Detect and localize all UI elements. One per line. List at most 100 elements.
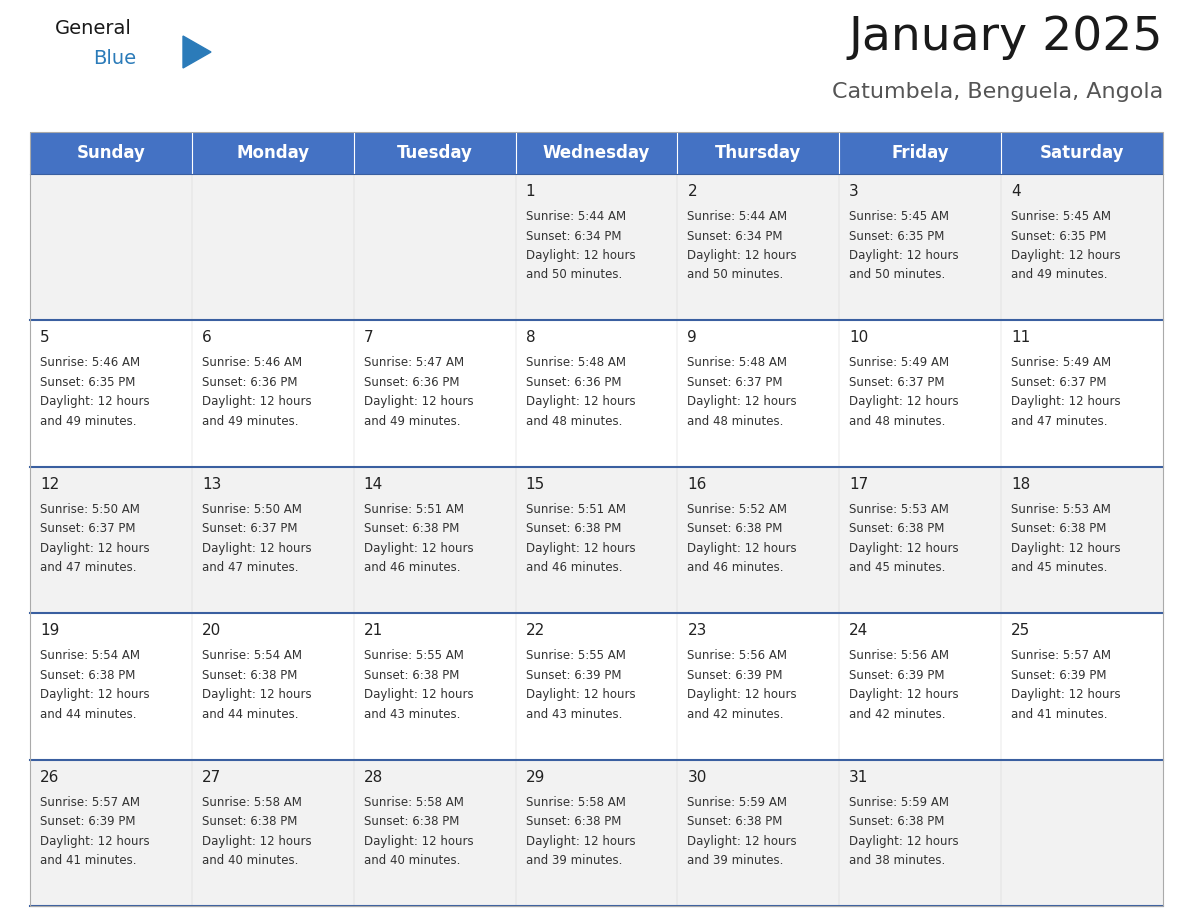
Text: 25: 25	[1011, 623, 1030, 638]
Bar	[516, 132, 677, 174]
Text: Sunset: 6:37 PM: Sunset: 6:37 PM	[202, 522, 297, 535]
Text: Sunset: 6:38 PM: Sunset: 6:38 PM	[202, 668, 297, 682]
Text: Daylight: 12 hours: Daylight: 12 hours	[364, 688, 473, 701]
Text: Sunset: 6:37 PM: Sunset: 6:37 PM	[1011, 375, 1107, 389]
Bar	[354, 174, 516, 320]
Text: and 49 minutes.: and 49 minutes.	[364, 415, 460, 428]
Text: Sunrise: 5:44 AM: Sunrise: 5:44 AM	[688, 210, 788, 223]
Bar	[516, 613, 677, 759]
Text: Tuesday: Tuesday	[397, 144, 473, 162]
Bar	[516, 320, 677, 466]
Bar	[1001, 174, 1163, 320]
Text: Daylight: 12 hours: Daylight: 12 hours	[849, 688, 959, 701]
Bar	[677, 759, 839, 906]
Bar	[677, 174, 839, 320]
Bar	[354, 759, 516, 906]
Text: Sunrise: 5:49 AM: Sunrise: 5:49 AM	[849, 356, 949, 369]
Bar	[191, 759, 354, 906]
Bar	[677, 320, 839, 466]
Text: Sunset: 6:38 PM: Sunset: 6:38 PM	[849, 522, 944, 535]
Text: Daylight: 12 hours: Daylight: 12 hours	[40, 542, 150, 554]
Text: Sunset: 6:38 PM: Sunset: 6:38 PM	[688, 815, 783, 828]
Text: Sunrise: 5:58 AM: Sunrise: 5:58 AM	[525, 796, 625, 809]
Bar	[30, 174, 191, 320]
Text: 24: 24	[849, 623, 868, 638]
Text: Sunrise: 5:56 AM: Sunrise: 5:56 AM	[688, 649, 788, 662]
Text: Sunset: 6:37 PM: Sunset: 6:37 PM	[849, 375, 944, 389]
Text: and 49 minutes.: and 49 minutes.	[1011, 268, 1107, 282]
Bar	[1001, 466, 1163, 613]
Text: Daylight: 12 hours: Daylight: 12 hours	[40, 688, 150, 701]
Text: Sunrise: 5:50 AM: Sunrise: 5:50 AM	[40, 503, 140, 516]
Text: and 42 minutes.: and 42 minutes.	[688, 708, 784, 721]
Text: Sunset: 6:35 PM: Sunset: 6:35 PM	[40, 375, 135, 389]
Text: and 48 minutes.: and 48 minutes.	[525, 415, 623, 428]
Text: 14: 14	[364, 476, 383, 492]
Bar	[354, 320, 516, 466]
Bar	[677, 132, 839, 174]
Text: Daylight: 12 hours: Daylight: 12 hours	[688, 688, 797, 701]
Text: Daylight: 12 hours: Daylight: 12 hours	[849, 396, 959, 409]
Text: Sunrise: 5:51 AM: Sunrise: 5:51 AM	[364, 503, 463, 516]
Text: 28: 28	[364, 769, 383, 785]
Text: Sunrise: 5:44 AM: Sunrise: 5:44 AM	[525, 210, 626, 223]
Text: Sunset: 6:38 PM: Sunset: 6:38 PM	[364, 815, 459, 828]
Text: Sunset: 6:36 PM: Sunset: 6:36 PM	[364, 375, 460, 389]
Text: and 38 minutes.: and 38 minutes.	[849, 854, 946, 868]
Bar	[191, 320, 354, 466]
Text: Catumbela, Benguela, Angola: Catumbela, Benguela, Angola	[832, 82, 1163, 102]
Bar	[839, 759, 1001, 906]
Text: 11: 11	[1011, 330, 1030, 345]
Text: 8: 8	[525, 330, 536, 345]
Text: and 50 minutes.: and 50 minutes.	[688, 268, 784, 282]
Text: Sunset: 6:38 PM: Sunset: 6:38 PM	[525, 815, 621, 828]
Text: Sunset: 6:37 PM: Sunset: 6:37 PM	[40, 522, 135, 535]
Bar	[191, 613, 354, 759]
Text: 10: 10	[849, 330, 868, 345]
Text: Sunrise: 5:52 AM: Sunrise: 5:52 AM	[688, 503, 788, 516]
Text: and 48 minutes.: and 48 minutes.	[688, 415, 784, 428]
Bar	[30, 132, 191, 174]
Bar	[839, 174, 1001, 320]
Text: and 46 minutes.: and 46 minutes.	[364, 561, 460, 575]
Text: and 47 minutes.: and 47 minutes.	[202, 561, 298, 575]
Text: 5: 5	[40, 330, 50, 345]
Text: and 41 minutes.: and 41 minutes.	[40, 854, 137, 868]
Text: Sunset: 6:34 PM: Sunset: 6:34 PM	[688, 230, 783, 242]
Text: and 49 minutes.: and 49 minutes.	[40, 415, 137, 428]
Text: Sunrise: 5:50 AM: Sunrise: 5:50 AM	[202, 503, 302, 516]
Bar	[839, 132, 1001, 174]
Text: Sunrise: 5:58 AM: Sunrise: 5:58 AM	[202, 796, 302, 809]
Text: Sunrise: 5:51 AM: Sunrise: 5:51 AM	[525, 503, 626, 516]
Text: Daylight: 12 hours: Daylight: 12 hours	[1011, 542, 1120, 554]
Text: Daylight: 12 hours: Daylight: 12 hours	[1011, 688, 1120, 701]
Text: and 40 minutes.: and 40 minutes.	[202, 854, 298, 868]
Text: and 39 minutes.: and 39 minutes.	[525, 854, 623, 868]
Text: Sunrise: 5:58 AM: Sunrise: 5:58 AM	[364, 796, 463, 809]
Text: 22: 22	[525, 623, 545, 638]
Text: 26: 26	[40, 769, 59, 785]
Bar	[677, 613, 839, 759]
Text: Sunset: 6:38 PM: Sunset: 6:38 PM	[364, 522, 459, 535]
Text: 4: 4	[1011, 184, 1020, 199]
Text: Sunrise: 5:57 AM: Sunrise: 5:57 AM	[1011, 649, 1111, 662]
Text: Sunrise: 5:55 AM: Sunrise: 5:55 AM	[364, 649, 463, 662]
Text: Sunrise: 5:49 AM: Sunrise: 5:49 AM	[1011, 356, 1111, 369]
Text: Sunrise: 5:55 AM: Sunrise: 5:55 AM	[525, 649, 625, 662]
Text: and 50 minutes.: and 50 minutes.	[525, 268, 621, 282]
Bar	[516, 759, 677, 906]
Text: and 48 minutes.: and 48 minutes.	[849, 415, 946, 428]
Text: Sunset: 6:35 PM: Sunset: 6:35 PM	[849, 230, 944, 242]
Text: 16: 16	[688, 476, 707, 492]
Text: and 50 minutes.: and 50 minutes.	[849, 268, 946, 282]
Text: Sunset: 6:39 PM: Sunset: 6:39 PM	[688, 668, 783, 682]
Text: Sunset: 6:38 PM: Sunset: 6:38 PM	[202, 815, 297, 828]
Text: Sunset: 6:35 PM: Sunset: 6:35 PM	[1011, 230, 1106, 242]
Text: Sunrise: 5:48 AM: Sunrise: 5:48 AM	[525, 356, 626, 369]
Bar	[1001, 132, 1163, 174]
Text: 29: 29	[525, 769, 545, 785]
Text: Daylight: 12 hours: Daylight: 12 hours	[40, 834, 150, 847]
Text: Sunrise: 5:46 AM: Sunrise: 5:46 AM	[202, 356, 302, 369]
Text: Sunrise: 5:59 AM: Sunrise: 5:59 AM	[849, 796, 949, 809]
Text: and 47 minutes.: and 47 minutes.	[40, 561, 137, 575]
